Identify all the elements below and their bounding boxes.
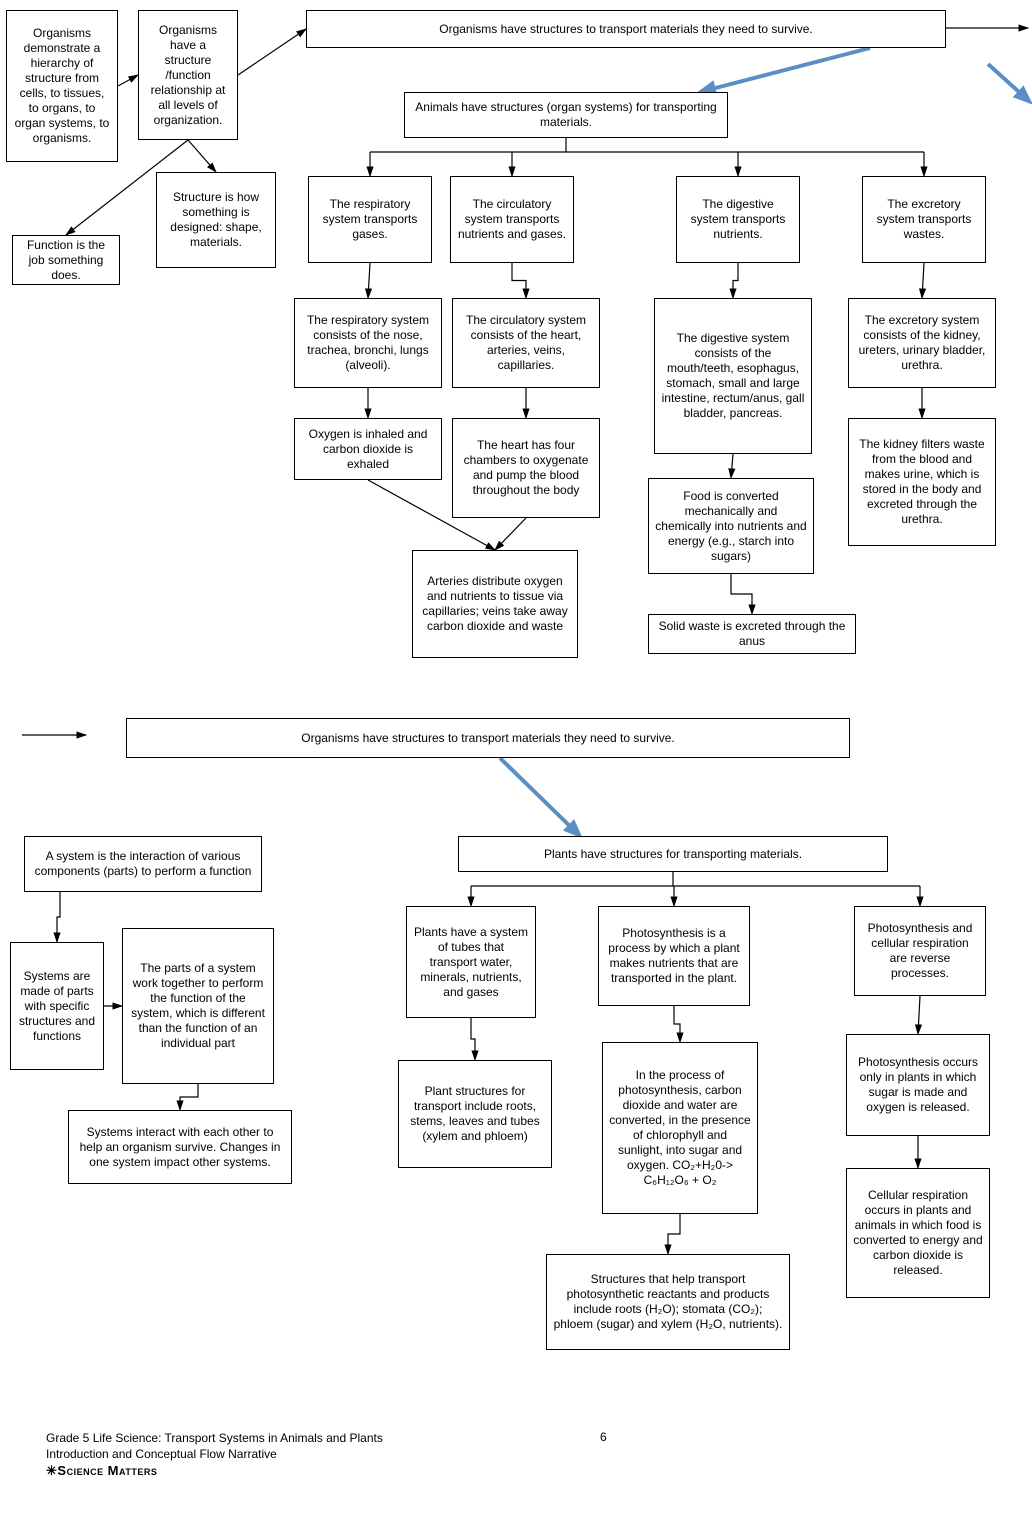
node-system_def: A system is the interaction of various c…: [24, 836, 262, 892]
node-sf_rel: Organisms have a structure /function rel…: [138, 10, 238, 140]
footer-line-1: Grade 5 Life Science: Transport Systems …: [46, 1430, 383, 1446]
node-cellular_resp: Cellular respiration occurs in plants an…: [846, 1168, 990, 1298]
node-excr2: The excretory system consists of the kid…: [848, 298, 996, 388]
node-excr3: The kidney filters waste from the blood …: [848, 418, 996, 546]
node-photo_process: Photosynthesis is a process by which a p…: [598, 906, 750, 1006]
node-resp1: The respiratory system transports gases.: [308, 176, 432, 263]
node-plant_structures: Plant structures for transport include r…: [398, 1060, 552, 1168]
node-circ4: Arteries distribute oxygen and nutrients…: [412, 550, 578, 658]
node-circ3: The heart has four chambers to oxygenate…: [452, 418, 600, 518]
node-plants_tubes: Plants have a system of tubes that trans…: [406, 906, 536, 1018]
node-transport_top: Organisms have structures to transport m…: [306, 10, 946, 48]
node-resp2: The respiratory system consists of the n…: [294, 298, 442, 388]
node-photo_transport: Structures that help transport photosynt…: [546, 1254, 790, 1350]
node-function_def: Function is the job something does.: [12, 235, 120, 285]
node-systems_interact: Systems interact with each other to help…: [68, 1110, 292, 1184]
node-photo_reverse: Photosynthesis and cellular respiration …: [854, 906, 986, 996]
node-dig3: Food is converted mechanically and chemi…: [648, 478, 814, 574]
node-dig1: The digestive system transports nutrient…: [676, 176, 800, 263]
node-resp3: Oxygen is inhaled and carbon dioxide is …: [294, 418, 442, 480]
footer-line-2: Introduction and Conceptual Flow Narrati…: [46, 1446, 383, 1462]
footer-brand: ✳Science Matters: [46, 1462, 383, 1480]
node-structure_def: Structure is how something is designed: …: [156, 172, 276, 268]
page-footer: Grade 5 Life Science: Transport Systems …: [46, 1430, 383, 1480]
page-number: 6: [600, 1430, 607, 1444]
node-animals: Animals have structures (organ systems) …: [404, 92, 728, 138]
node-excr1: The excretory system transports wastes.: [862, 176, 986, 263]
node-circ2: The circulatory system consists of the h…: [452, 298, 600, 388]
node-systems_parts: Systems are made of parts with specific …: [10, 942, 104, 1070]
node-parts_work: The parts of a system work together to p…: [122, 928, 274, 1084]
node-circ1: The circulatory system transports nutrie…: [450, 176, 574, 263]
node-dig4: Solid waste is excreted through the anus: [648, 614, 856, 654]
flowchart-canvas: Organisms demonstrate a hierarchy of str…: [0, 0, 1032, 1530]
node-dig2: The digestive system consists of the mou…: [654, 298, 812, 454]
node-hierarchy: Organisms demonstrate a hierarchy of str…: [6, 10, 118, 162]
node-photo_detail: In the process of photosynthesis, carbon…: [602, 1042, 758, 1214]
node-plants: Plants have structures for transporting …: [458, 836, 888, 872]
node-photo_plants_only: Photosynthesis occurs only in plants in …: [846, 1034, 990, 1136]
node-transport_mid: Organisms have structures to transport m…: [126, 718, 850, 758]
